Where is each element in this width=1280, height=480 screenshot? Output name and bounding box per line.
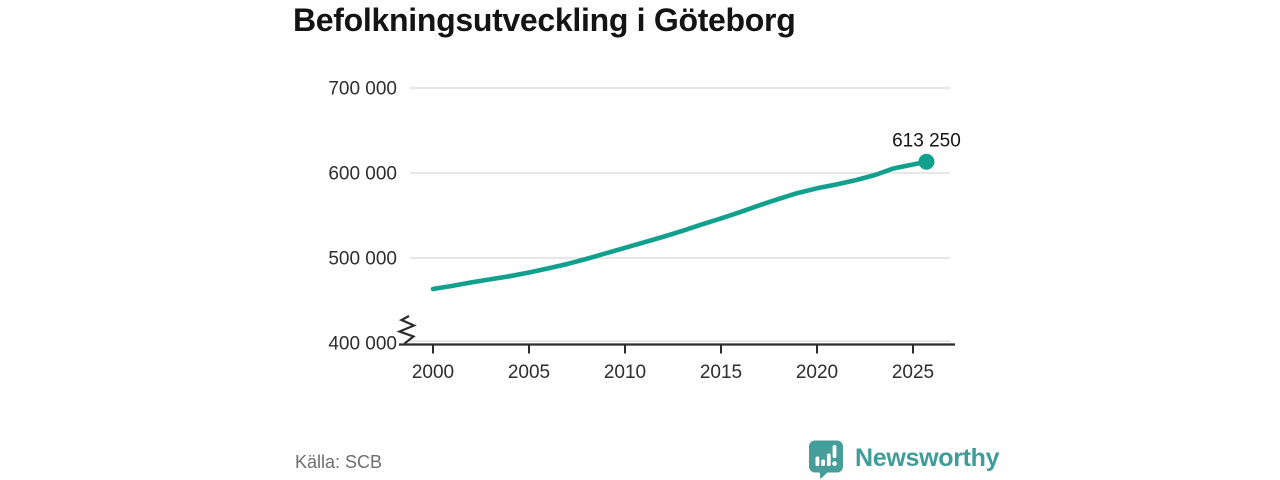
newsworthy-logo[interactable]: Newsworthy: [806, 438, 1000, 479]
newsworthy-icon: [809, 440, 843, 479]
y-tick-label: 500 000: [328, 249, 397, 270]
y-tick-label: 400 000: [328, 334, 397, 355]
population-line: [430, 159, 929, 292]
x-tick-label: 2010: [604, 362, 646, 383]
x-tick-label: 2020: [796, 362, 838, 383]
latest-value-label: 613 250: [892, 131, 961, 152]
x-tick-label: 2015: [700, 362, 742, 383]
chart-title: Befolkningsutveckling i Göteborg: [293, 2, 796, 38]
x-tick-label: 2000: [412, 362, 454, 383]
newsworthy-wordmark: Newsworthy: [855, 444, 1000, 472]
y-tick-label: 600 000: [328, 164, 397, 185]
x-tick-label: 2025: [892, 362, 934, 383]
latest-point-marker: [918, 153, 935, 170]
y-tick-label: 700 000: [328, 79, 397, 100]
axis-break-icon: [396, 315, 417, 345]
source-caption: Källa: SCB: [295, 452, 383, 472]
x-tick-label: 2005: [508, 362, 550, 383]
